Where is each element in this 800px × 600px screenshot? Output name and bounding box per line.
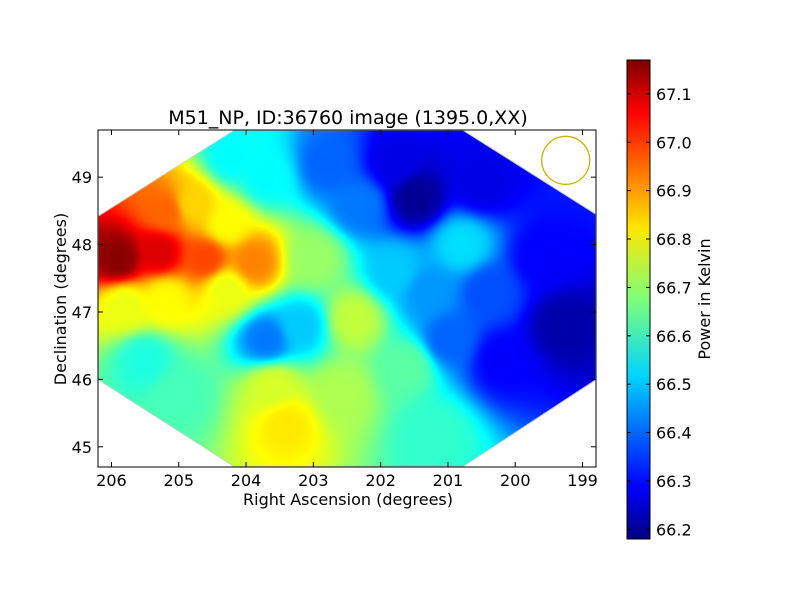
x-tick-label: 202 (365, 471, 396, 490)
y-tick-label: 48 (72, 236, 92, 255)
y-tick-label: 49 (72, 168, 92, 187)
chart-title: M51_NP, ID:36760 image (1395.0,XX) (168, 107, 528, 129)
colorbar-tick-label: 66.4 (656, 424, 692, 443)
x-tick-label: 200 (500, 471, 531, 490)
x-tick-label: 206 (96, 471, 127, 490)
y-tick-label: 45 (72, 438, 92, 457)
x-tick-label: 203 (298, 471, 329, 490)
x-tick-label: 201 (433, 471, 464, 490)
x-tick-label: 199 (567, 471, 598, 490)
colorbar (626, 59, 651, 540)
colorbar-label: Power in Kelvin (695, 238, 714, 359)
y-tick-label: 46 (72, 370, 92, 389)
y-axis: 45 46 47 48 49 (72, 168, 596, 457)
colorbar-tick-label: 67.1 (656, 85, 692, 104)
x-axis: 206 205 204 203 202 201 200 199 (96, 130, 598, 490)
y-tick-label: 47 (72, 303, 92, 322)
heatmap-image (98, 130, 596, 467)
x-tick-label: 204 (231, 471, 262, 490)
x-axis-label: Right Ascension (degrees) (243, 490, 453, 509)
colorbar-ticks: 66.2 66.3 66.4 66.5 66.6 66.7 66.8 66.9 67.0 67.1 (627, 85, 692, 539)
colorbar-tick-label: 67.0 (656, 133, 692, 152)
colorbar-tick-label: 66.2 (656, 520, 692, 539)
colorbar-tick-label: 66.6 (656, 327, 692, 346)
colorbar-tick-label: 66.8 (656, 230, 692, 249)
colorbar-tick-label: 66.5 (656, 375, 692, 394)
plot-frame (97, 129, 597, 468)
y-axis-label: Declination (degrees) (51, 213, 70, 385)
x-tick-label: 205 (163, 471, 194, 490)
colorbar-tick-label: 66.7 (656, 278, 692, 297)
beam-marker (541, 135, 591, 185)
colorbar-tick-label: 66.3 (656, 472, 692, 491)
colorbar-tick-label: 66.9 (656, 182, 692, 201)
